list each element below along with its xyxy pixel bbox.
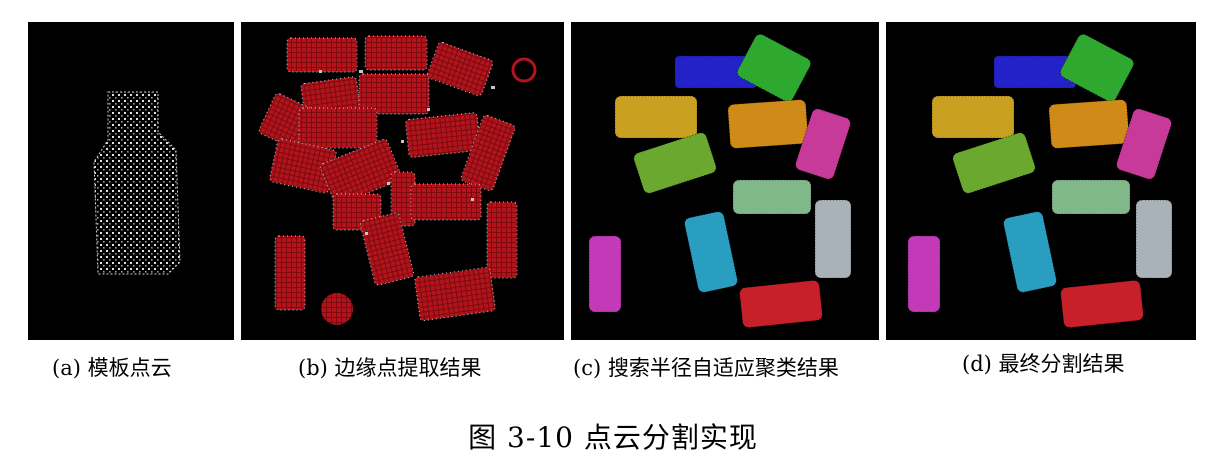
figure-caption: 图 3-10 点云分割实现 bbox=[468, 421, 758, 454]
caption-c: (c) 搜索半径自适应聚类结果 bbox=[573, 356, 839, 380]
caption-b: (b) 边缘点提取结果 bbox=[298, 356, 482, 380]
final-segmentation-image bbox=[886, 22, 1196, 340]
edge-extraction-image bbox=[241, 22, 564, 340]
caption-d: (d) 最终分割结果 bbox=[962, 352, 1125, 376]
template-point-cloud-image bbox=[28, 22, 234, 340]
clustering-result-image bbox=[571, 22, 879, 340]
caption-a: (a) 模板点云 bbox=[52, 356, 172, 380]
